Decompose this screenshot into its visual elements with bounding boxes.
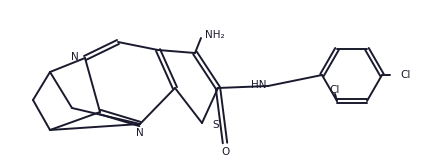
Text: HN: HN bbox=[251, 80, 266, 90]
Text: Cl: Cl bbox=[399, 70, 409, 80]
Text: N: N bbox=[136, 128, 144, 138]
Text: Cl: Cl bbox=[329, 85, 339, 95]
Text: N: N bbox=[71, 52, 79, 62]
Text: O: O bbox=[221, 147, 230, 157]
Text: NH₂: NH₂ bbox=[205, 30, 224, 40]
Text: S: S bbox=[212, 120, 218, 130]
